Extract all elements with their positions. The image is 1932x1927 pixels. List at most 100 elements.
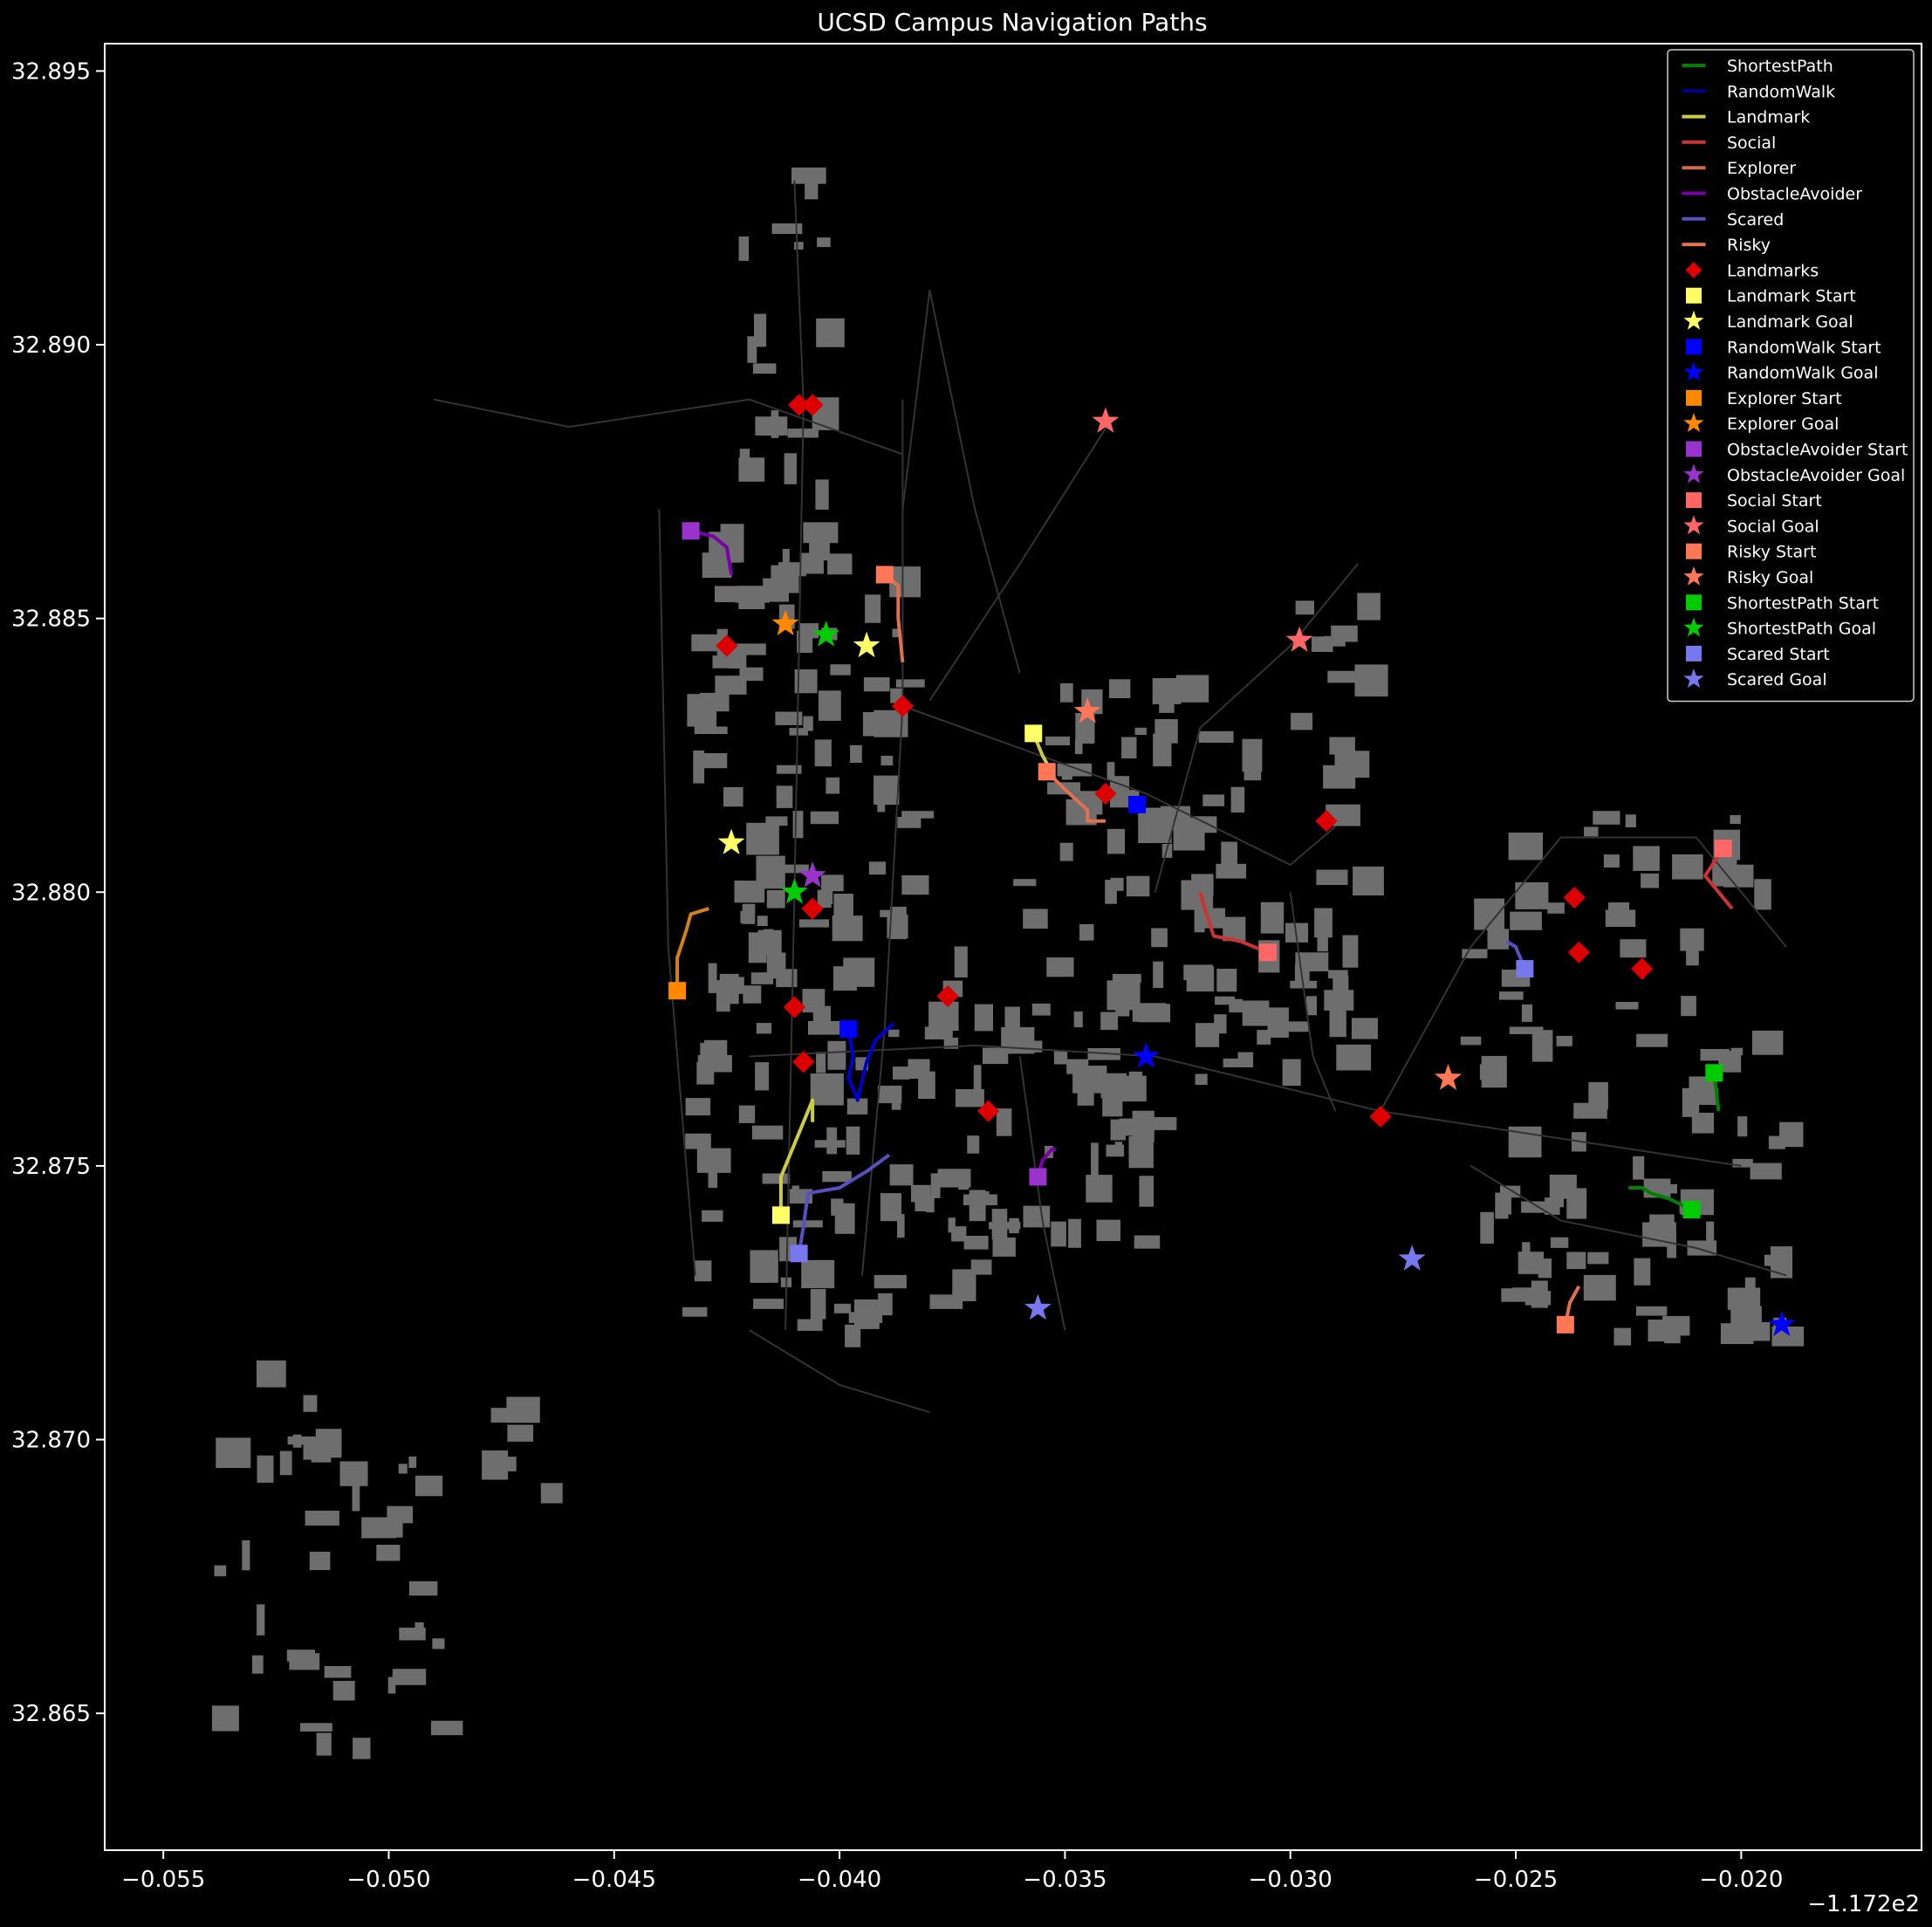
building [300, 1723, 332, 1732]
x-tick-label: −0.020 [1699, 1867, 1783, 1893]
building [332, 1681, 355, 1701]
building [1333, 975, 1349, 998]
building [682, 1306, 708, 1317]
building [1068, 1218, 1081, 1248]
building [1682, 1087, 1700, 1117]
legend-label: Explorer [1727, 159, 1796, 178]
building [1334, 751, 1370, 778]
x-axis: −0.055 −0.050 −0.045 −0.040 −0.035 −0.030 −0.0… [121, 1850, 1783, 1893]
building [723, 787, 743, 807]
goal-marker-randomwalk [1133, 1042, 1160, 1068]
building [1091, 1142, 1099, 1176]
legend-swatch [1686, 543, 1702, 559]
building [951, 1226, 967, 1242]
building [791, 167, 826, 184]
building [1046, 957, 1074, 977]
building [1720, 1323, 1754, 1344]
building [1060, 682, 1073, 703]
building [376, 1545, 401, 1561]
y-tick-label: 32.875 [11, 1154, 91, 1180]
building [1295, 600, 1314, 615]
building [850, 744, 862, 763]
start-marker-risky [875, 566, 894, 584]
building [1508, 833, 1543, 861]
building [893, 1066, 910, 1080]
building [863, 677, 890, 692]
building [888, 1029, 900, 1038]
building [897, 817, 921, 828]
building [846, 1098, 868, 1114]
building [252, 1655, 264, 1674]
building [1260, 902, 1285, 934]
building [895, 679, 925, 688]
building [918, 1071, 935, 1100]
legend-swatch [1686, 441, 1702, 457]
start-marker-randomwalk [839, 1020, 858, 1039]
building [540, 1483, 563, 1504]
building [810, 1289, 826, 1320]
walkway [1470, 1165, 1787, 1277]
building [408, 1581, 438, 1596]
building [1199, 908, 1225, 929]
y-tick-label: 32.870 [11, 1428, 91, 1454]
building [748, 932, 767, 964]
building [1110, 877, 1124, 891]
landmark-marker [936, 984, 959, 1008]
legend-label: ObstacleAvoider Start [1727, 441, 1908, 460]
building [827, 1040, 846, 1070]
building [1118, 1075, 1147, 1102]
building [874, 1274, 907, 1289]
building [776, 765, 802, 774]
legend-swatch [1685, 261, 1702, 278]
building [821, 874, 844, 892]
building [708, 1161, 718, 1188]
building [924, 1026, 953, 1039]
walkway [901, 290, 1021, 674]
legend-swatch [1683, 310, 1704, 330]
building [1153, 961, 1164, 989]
building [753, 1299, 784, 1309]
building [279, 1450, 292, 1476]
building [1305, 996, 1317, 1016]
building [715, 675, 747, 695]
building [303, 1440, 316, 1460]
building [808, 1020, 840, 1035]
building [691, 634, 721, 652]
legend-label: RandomWalk Goal [1727, 364, 1878, 383]
building [1057, 763, 1092, 777]
building [803, 716, 813, 731]
building [309, 1552, 331, 1570]
building [1550, 1237, 1569, 1248]
legend-label: Social Start [1727, 491, 1822, 511]
path-shortestpath [1628, 1186, 1693, 1211]
building [1175, 675, 1209, 703]
building [756, 1023, 772, 1034]
building [1587, 1252, 1609, 1265]
building [789, 728, 808, 736]
building [1545, 1197, 1560, 1215]
building [797, 1319, 823, 1331]
legend-swatch [1686, 594, 1702, 611]
building [816, 1052, 826, 1073]
building [685, 1098, 711, 1115]
landmark-marker [1315, 810, 1338, 833]
building [1737, 1116, 1748, 1137]
building [482, 1450, 509, 1480]
legend-label: Landmark Goal [1727, 312, 1853, 332]
x-tick-label: −0.035 [1023, 1867, 1106, 1893]
path-scared [797, 1153, 891, 1254]
path-social [1703, 847, 1734, 910]
building [739, 667, 764, 682]
building [948, 1217, 956, 1233]
building [1510, 911, 1542, 930]
building [1329, 1010, 1346, 1038]
landmark-marker [1369, 1105, 1392, 1128]
building [287, 1436, 316, 1445]
building [1045, 736, 1070, 745]
building [1672, 854, 1703, 880]
legend: ShortestPath RandomWalk Landmark Social Expl… [1667, 49, 1915, 703]
goal-marker-social [1092, 407, 1120, 433]
legend-box [1667, 49, 1915, 703]
landmark-marker [1563, 886, 1586, 909]
building [1086, 1175, 1113, 1203]
